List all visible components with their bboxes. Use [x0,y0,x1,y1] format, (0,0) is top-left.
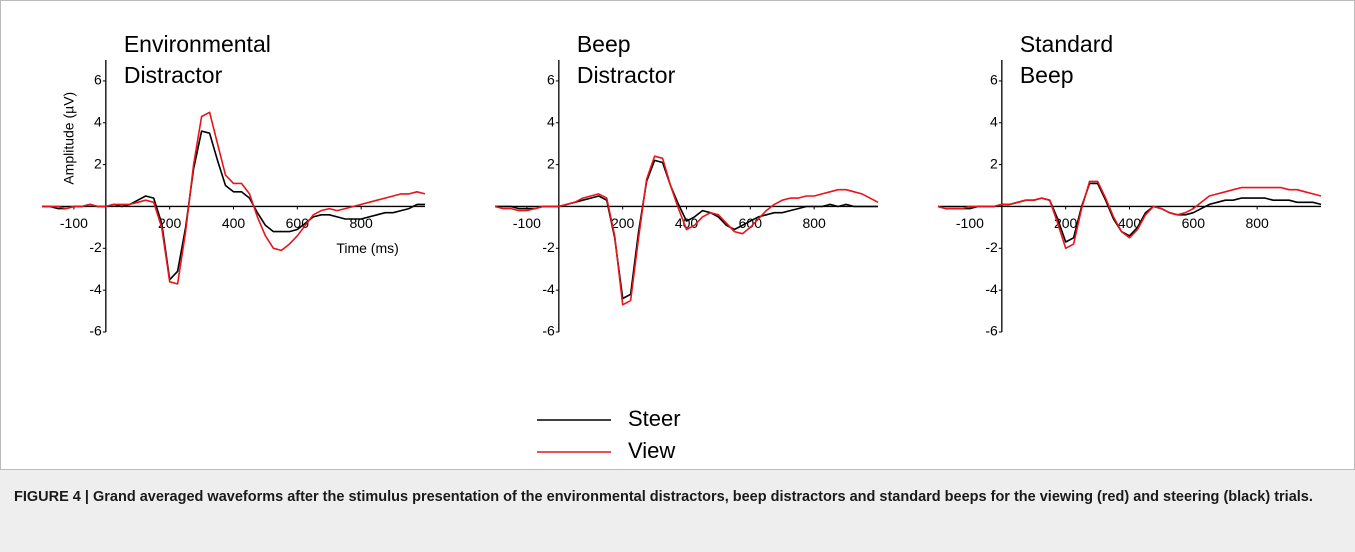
y-tick-label: 4 [547,113,555,129]
y-tick-label: -6 [542,323,555,339]
chart-title: Beep [577,31,631,57]
x-tick-label: 200 [611,215,635,231]
y-tick-label: 4 [94,113,102,129]
y-tick-label: -2 [542,239,555,255]
y-tick-label: 2 [547,155,555,171]
y-tick-label: -2 [985,239,998,255]
x-axis-label: Time (ms) [336,240,398,256]
y-tick-label: 4 [990,113,998,129]
chart-title: Distractor [577,62,676,88]
legend-label: View [628,438,675,463]
y-tick-label: 6 [94,72,102,88]
line-series [42,111,426,285]
y-tick-label: 6 [990,72,998,88]
y-tick-label: -6 [985,323,998,339]
x-tick-label: 800 [1245,215,1269,231]
x-tick-label: 600 [739,215,763,231]
x-tick-label: -100 [513,215,541,231]
chart-area: Environmental Distractor -6 -4 -2 2 4 6 -100 200 4… [0,0,1355,470]
line-series [42,130,425,281]
y-tick-label: -6 [89,323,102,339]
y-axis-label: Amplitude (µV) [61,92,77,185]
x-tick-label: 400 [1118,215,1142,231]
x-tick-label: 200 [158,215,182,231]
y-tick-label: -4 [542,281,555,297]
chart-title: Beep [1020,62,1074,88]
y-tick-label: -2 [89,239,102,255]
y-tick-label: -4 [985,281,998,297]
y-tick-label: 2 [990,155,998,171]
chart-title: Distractor [124,62,223,88]
legend-label: Steer [628,406,681,431]
x-tick-label: 400 [222,215,246,231]
caption: FIGURE 4 | Grand averaged waveforms afte… [0,470,1355,552]
chart-title: Environmental [124,31,271,57]
x-tick-label: 800 [802,215,826,231]
line-series [937,182,1322,243]
y-tick-label: -4 [89,281,102,297]
x-tick-label: -100 [956,215,984,231]
line-series [494,155,879,306]
x-tick-label: -100 [60,215,88,231]
y-tick-label: 2 [94,155,102,171]
y-tick-label: 6 [547,72,555,88]
x-tick-label: 600 [1182,215,1206,231]
chart-title: Standard [1020,31,1113,57]
line-series [937,180,1322,250]
